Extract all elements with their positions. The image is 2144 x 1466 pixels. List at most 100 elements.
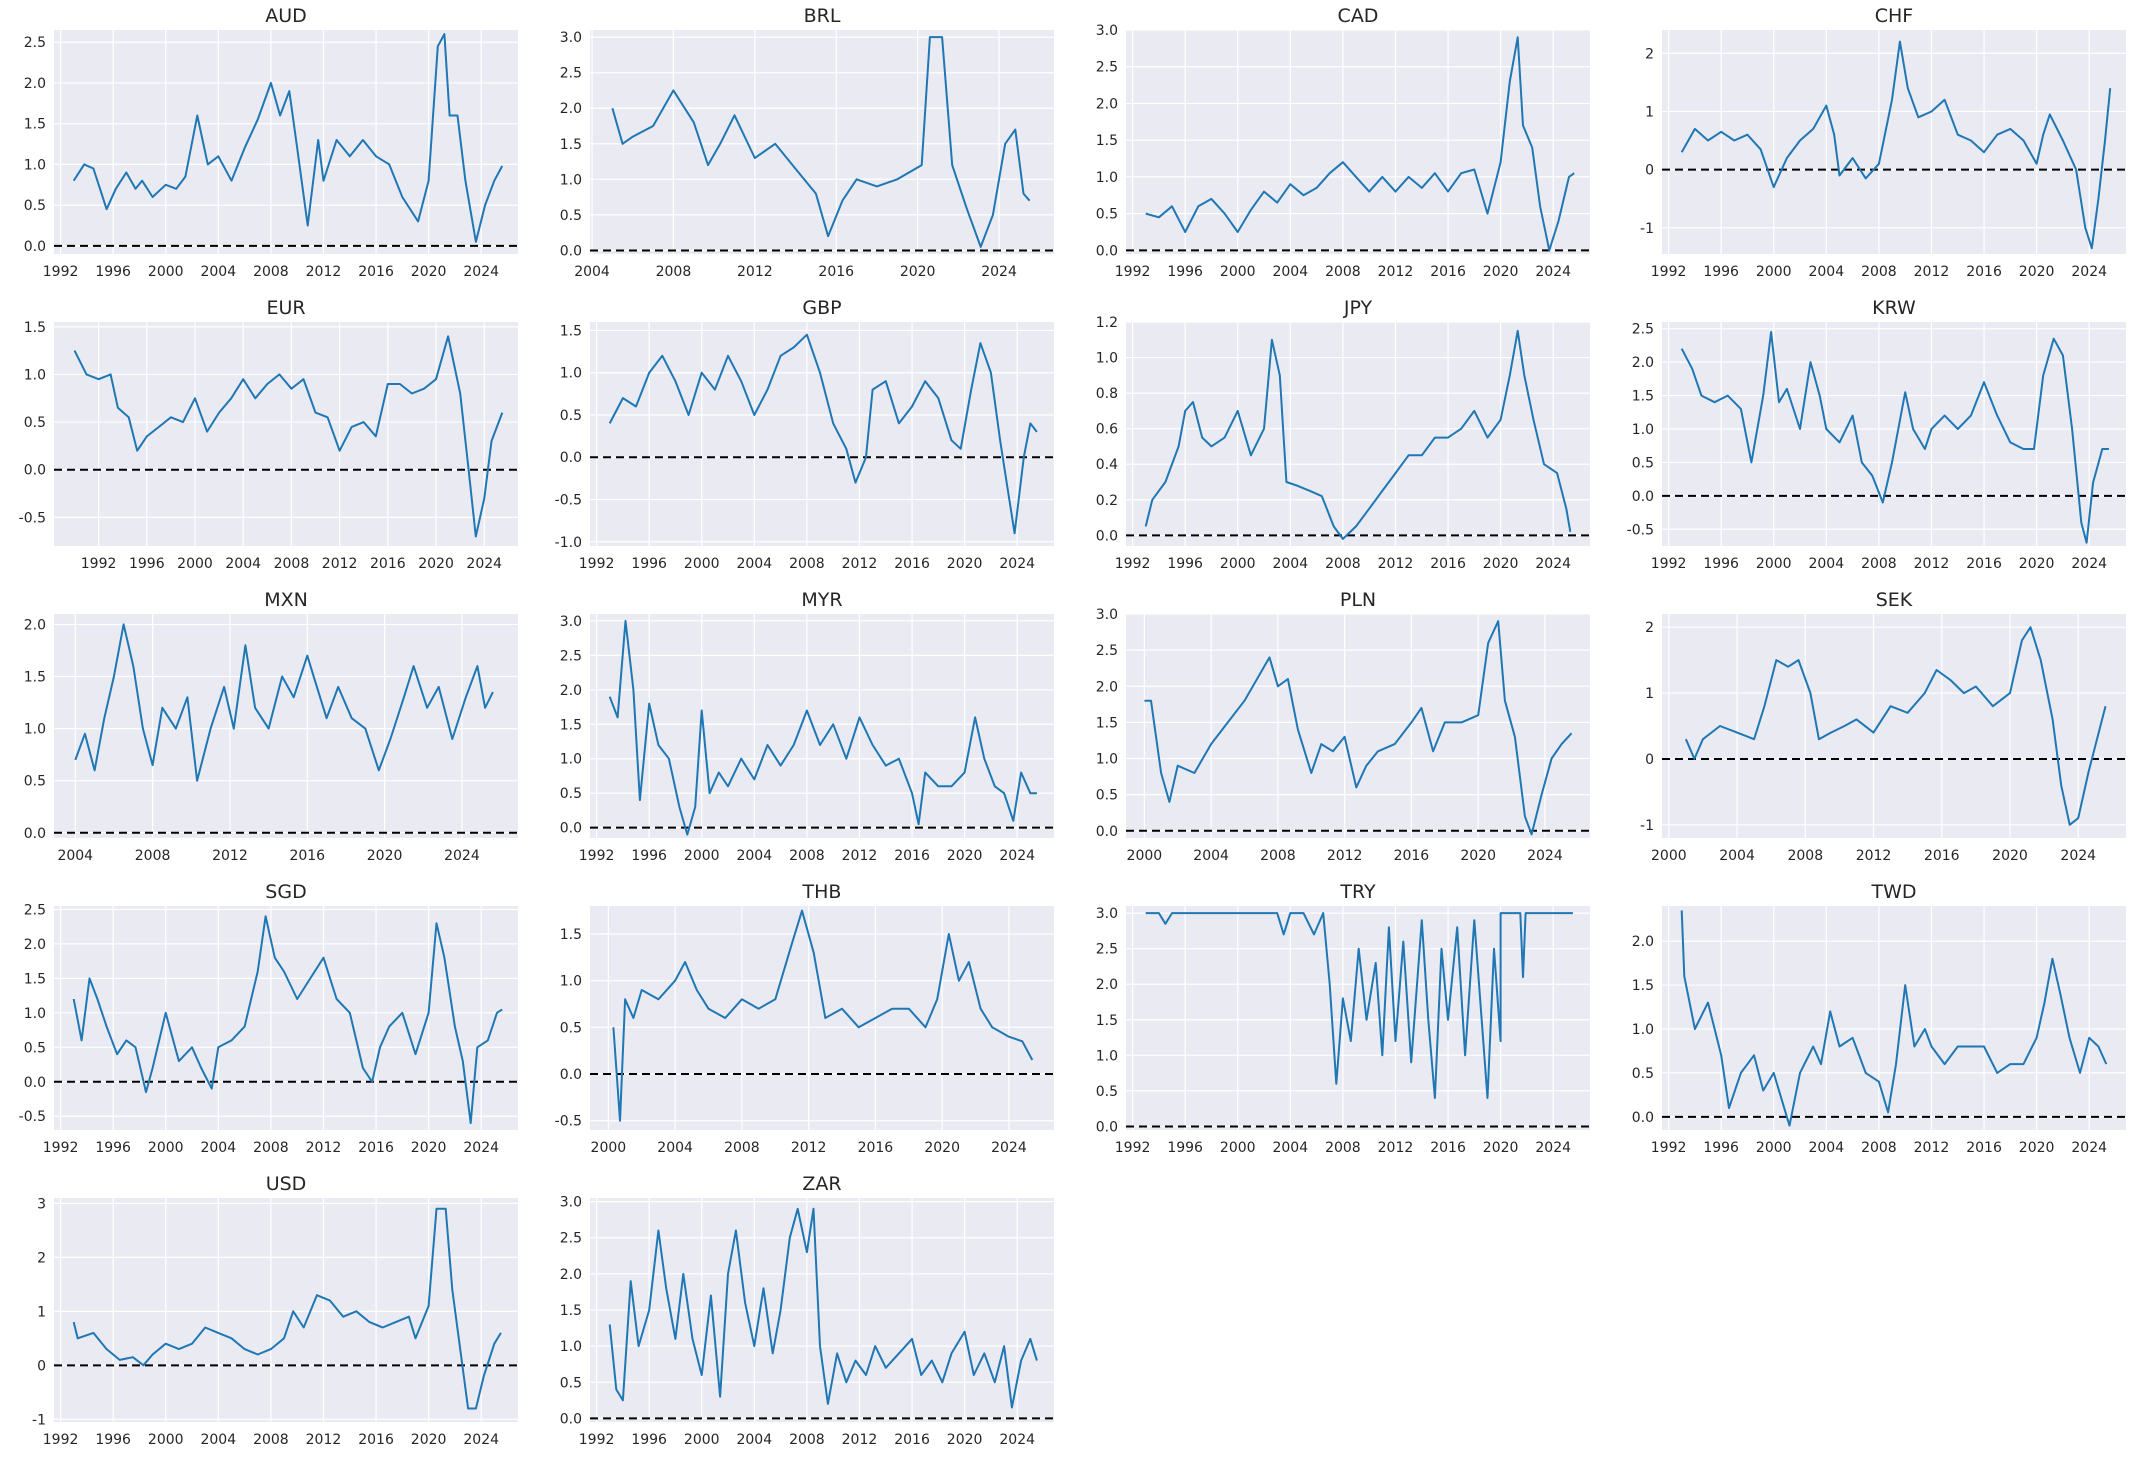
- y-tick-label: 3.0: [560, 30, 582, 46]
- y-tick-label: 0.5: [24, 198, 46, 214]
- y-tick-label: 1.5: [560, 323, 582, 339]
- y-tick-label: -0.5: [19, 510, 46, 526]
- x-tick-label: 2004: [200, 1432, 236, 1448]
- x-tick-label: 2012: [1914, 556, 1950, 572]
- plot-area: [1126, 614, 1590, 838]
- x-tick-label: 2000: [684, 556, 720, 572]
- x-tick-label: 2012: [737, 264, 773, 280]
- x-tick-label: 1996: [1167, 1140, 1203, 1156]
- x-tick-label: 2008: [789, 848, 825, 864]
- y-tick-label: 3.0: [560, 1195, 582, 1211]
- plot-area: [1126, 906, 1590, 1130]
- y-tick-label: 2.5: [1096, 643, 1118, 659]
- y-tick-label: 0.5: [1096, 207, 1118, 223]
- plot-area: [1662, 906, 2126, 1130]
- x-tick-label: 2004: [1719, 848, 1755, 864]
- chart-panel-krw: KRW -0.5 0.0 0.5 1.0 1.5 2.0 2.5 1992 1996 2000 200…: [1608, 292, 2144, 584]
- y-tick-label: 1.5: [1632, 389, 1654, 405]
- x-tick-label: 2008: [253, 1140, 289, 1156]
- series-line-chf: [1680, 40, 2112, 250]
- chart-panel-sgd: SGD -0.5 0.0 0.5 1.0 1.5 2.0 2.5 1992 1996 2000 200…: [0, 876, 536, 1168]
- x-tick-label: 1996: [631, 1432, 667, 1448]
- x-tick-label: 2012: [1914, 1140, 1950, 1156]
- chart-svg-zar: ZAR 0.0 0.5 1.0 1.5 2.0 2.5 3.0 1992 1996 2000 2004…: [560, 1173, 1054, 1448]
- y-tick-label: 1.5: [24, 320, 46, 336]
- x-tick-label: 2004: [200, 264, 236, 280]
- x-tick-label: 2000: [148, 1432, 184, 1448]
- x-tick-label: 2024: [1535, 264, 1571, 280]
- y-tick-label: 1.0: [560, 1339, 582, 1355]
- x-tick-label: 2016: [858, 1140, 894, 1156]
- y-tick-label: -0.5: [555, 493, 582, 509]
- x-tick-label: 2024: [466, 556, 502, 572]
- y-tick-label: 0.2: [1096, 493, 1118, 509]
- x-tick-label: 2004: [1808, 556, 1844, 572]
- chart-panel-zar: ZAR 0.0 0.5 1.0 1.5 2.0 2.5 3.0 1992 1996 2000 2004…: [536, 1168, 1072, 1460]
- y-tick-label: 0.0: [1096, 1119, 1118, 1135]
- series-line-thb: [612, 909, 1034, 1122]
- y-tick-label: 2: [1645, 620, 1654, 636]
- x-tick-label: 2000: [684, 848, 720, 864]
- x-tick-label: 1996: [129, 556, 165, 572]
- y-tick-label: 1: [37, 1304, 46, 1320]
- x-tick-label: 1996: [1167, 264, 1203, 280]
- y-tick-label: 0.6: [1096, 422, 1118, 438]
- x-tick-label: 2012: [1856, 848, 1892, 864]
- x-tick-label: 2024: [2060, 848, 2096, 864]
- x-tick-label: 2004: [1193, 848, 1229, 864]
- x-tick-label: 1992: [579, 556, 615, 572]
- chart-panel-thb: THB -0.5 0.0 0.5 1.0 1.5 2000 2004 2008 2012 2016 2…: [536, 876, 1072, 1168]
- chart-svg-sgd: SGD -0.5 0.0 0.5 1.0 1.5 2.0 2.5 1992 1996 2000 200…: [19, 881, 518, 1156]
- y-tick-label: -0.5: [19, 1109, 46, 1125]
- y-tick-label: 2.0: [560, 101, 582, 117]
- y-tick-label: 2.0: [24, 617, 46, 633]
- chart-svg-mxn: MXN 0.0 0.5 1.0 1.5 2.0 2004 2008 2012 2016 2020 20…: [24, 589, 518, 864]
- x-tick-label: 2008: [1861, 556, 1897, 572]
- x-tick-label: 2024: [463, 1140, 499, 1156]
- y-tick-label: 1.0: [24, 722, 46, 738]
- y-tick-label: 2.0: [1096, 96, 1118, 112]
- x-tick-label: 2000: [591, 1140, 627, 1156]
- chart-svg-jpy: JPY 0.0 0.2 0.4 0.6 0.8 1.0 1.2 1992 1996 2000 2004…: [1096, 297, 1590, 572]
- y-tick-label: 2.5: [560, 1231, 582, 1247]
- chart-panel-eur: EUR -0.5 0.0 0.5 1.0 1.5 1992 1996 2000 2004 2008 2…: [0, 292, 536, 584]
- y-tick-label: 0.5: [560, 1375, 582, 1391]
- chart-title: SEK: [1876, 589, 1913, 611]
- y-tick-label: 2.5: [24, 35, 46, 51]
- y-tick-label: 2.0: [1632, 355, 1654, 371]
- x-tick-label: 1992: [1115, 1140, 1151, 1156]
- y-tick-label: 0.5: [560, 1020, 582, 1036]
- y-tick-label: 2.0: [1096, 679, 1118, 695]
- series-line-usd: [72, 1207, 502, 1410]
- x-tick-label: 2024: [2071, 556, 2107, 572]
- y-tick-label: 3.0: [1096, 23, 1118, 39]
- x-tick-label: 2024: [1527, 848, 1563, 864]
- chart-title: ZAR: [802, 1173, 841, 1195]
- chart-panel-myr: MYR 0.0 0.5 1.0 1.5 2.0 2.5 3.0 1992 1996 2000 2004…: [536, 584, 1072, 876]
- y-tick-label: 0.5: [1632, 455, 1654, 471]
- y-tick-label: 0.0: [24, 239, 46, 255]
- series-line-sgd: [72, 915, 503, 1125]
- x-tick-label: 1992: [579, 848, 615, 864]
- y-tick-label: 1.0: [1632, 422, 1654, 438]
- chart-svg-pln: PLN 0.0 0.5 1.0 1.5 2.0 2.5 3.0 2000 2004 2008 2012…: [1096, 589, 1590, 864]
- chart-title: CAD: [1338, 5, 1379, 27]
- x-tick-label: 2008: [1325, 556, 1361, 572]
- x-tick-label: 2012: [1378, 556, 1414, 572]
- x-tick-label: 2008: [789, 556, 825, 572]
- x-tick-label: 2012: [306, 1140, 342, 1156]
- x-tick-label: 2008: [1861, 1140, 1897, 1156]
- y-tick-label: 0.0: [1096, 824, 1118, 840]
- x-tick-label: 1992: [81, 556, 117, 572]
- x-tick-label: 2020: [411, 264, 447, 280]
- chart-title: KRW: [1872, 297, 1916, 319]
- x-tick-label: 2020: [1483, 264, 1519, 280]
- chart-panel-gbp: GBP -1.0 -0.5 0.0 0.5 1.0 1.5 1992 1996 2000 2004 2…: [536, 292, 1072, 584]
- x-tick-label: 2008: [274, 556, 310, 572]
- y-tick-label: 0.5: [560, 208, 582, 224]
- y-tick-label: 1.5: [1096, 133, 1118, 149]
- chart-title: SGD: [265, 881, 306, 903]
- y-tick-label: 1.5: [560, 927, 582, 943]
- x-tick-label: 2004: [657, 1140, 693, 1156]
- chart-svg-aud: AUD 0.0 0.5 1.0 1.5 2.0 2.5 1992 1996 2000 2004 200…: [24, 5, 518, 280]
